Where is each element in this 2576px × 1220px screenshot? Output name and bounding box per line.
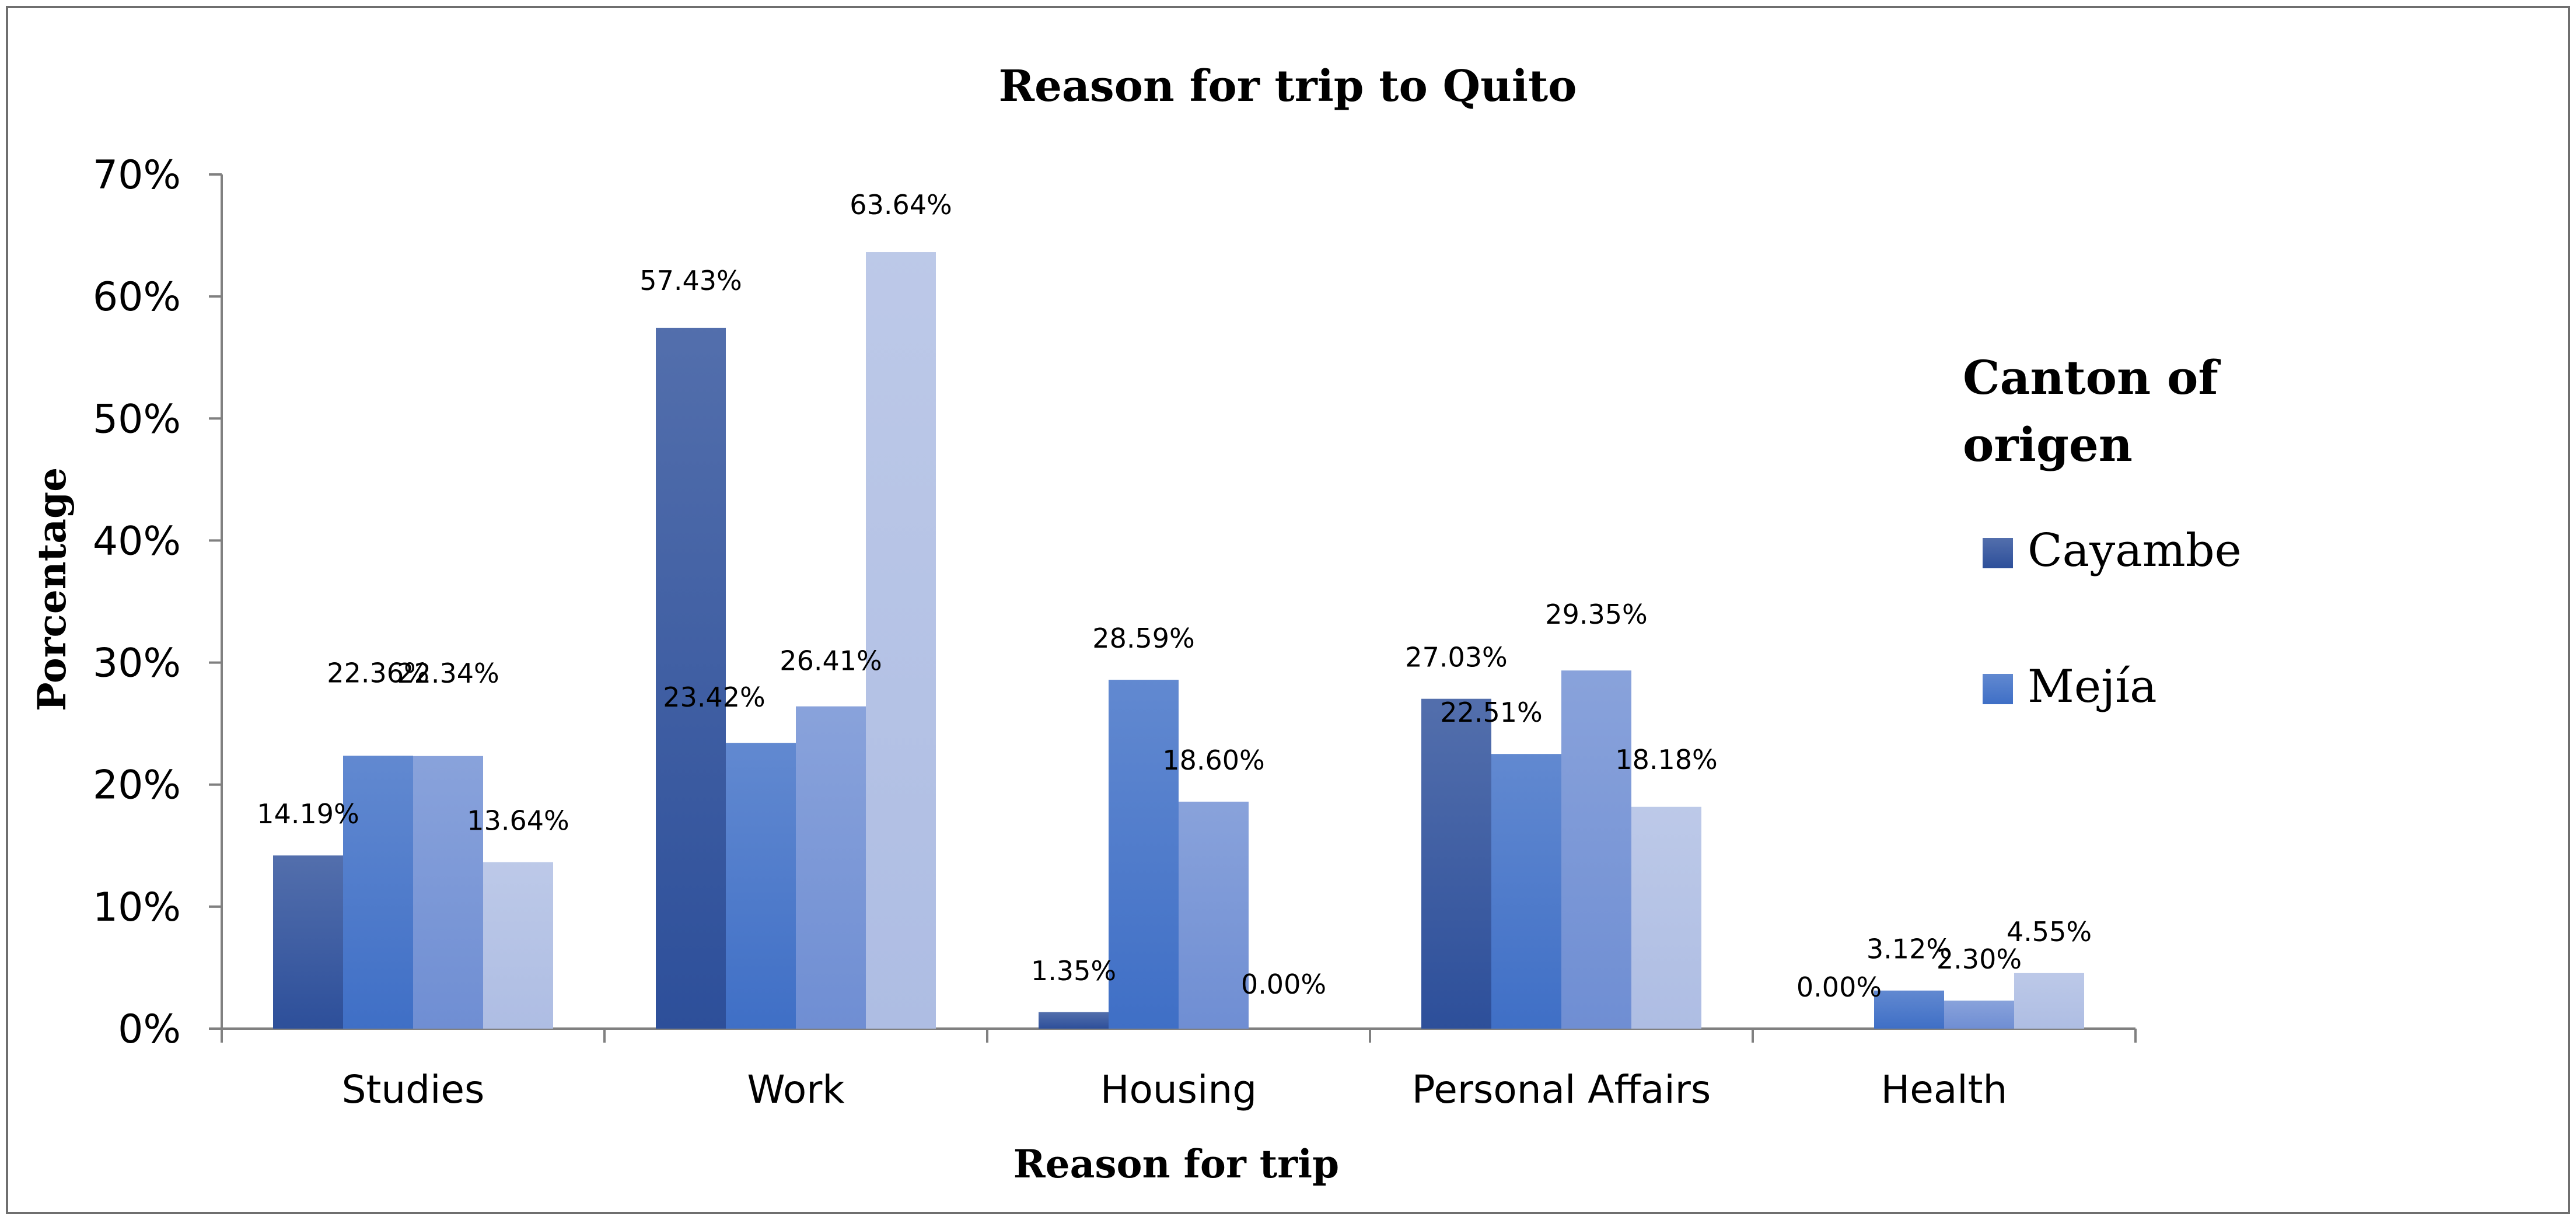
bars-group (273, 252, 2084, 1029)
legend-label: Mejía (2028, 660, 2157, 713)
x-axis: Studies Work Housing Personal Affairs Health (221, 1027, 2137, 1112)
data-label: 28.59% (1092, 623, 1194, 654)
y-axis: 0% 10% 20% 30% 40% 50% 60% 70% (93, 152, 223, 1053)
data-label: 22.51% (1440, 697, 1542, 728)
data-label: 29.35% (1545, 599, 1647, 630)
x-tick-label: Work (747, 1067, 845, 1112)
bar-studies-series-2 (343, 756, 413, 1029)
bar-work-series-1 (656, 327, 726, 1029)
data-label: 4.55% (2007, 916, 2092, 948)
y-tick-label: 10% (93, 885, 181, 931)
bar-health-series-3 (1944, 1000, 2014, 1029)
legend: Canton of origen Cayambe Mejía (1963, 350, 2242, 713)
bar-health-series-4 (2014, 973, 2084, 1029)
y-axis-title: Porcentage (29, 467, 75, 711)
legend-title: Canton of (1963, 350, 2221, 405)
data-label: 2.30% (1937, 943, 2022, 975)
y-tick-label: 20% (93, 763, 181, 809)
data-label: 18.60% (1162, 744, 1264, 776)
data-label: 63.64% (850, 189, 952, 221)
bar-studies-series-1 (273, 855, 343, 1029)
bar-personal-affairs-series-3 (1561, 670, 1631, 1029)
x-tick-label: Studies (342, 1067, 485, 1112)
y-tick-label: 70% (93, 152, 181, 198)
bar-work-series-4 (866, 252, 936, 1029)
bar-housing-series-2 (1109, 680, 1179, 1029)
bar-personal-affairs-series-1 (1421, 698, 1491, 1029)
data-label: 22.36% (327, 657, 429, 688)
data-label: 14.19% (257, 798, 359, 830)
y-tick-label: 30% (93, 641, 181, 687)
bar-work-series-3 (796, 706, 866, 1029)
chart-title: Reason for trip to Quito (998, 61, 1577, 111)
data-label: 57.43% (639, 265, 742, 296)
legend-swatch (1983, 674, 2013, 704)
bar-housing-series-3 (1179, 801, 1249, 1029)
x-tick-label: Personal Affairs (1412, 1067, 1711, 1112)
bar-housing-series-1 (1039, 1012, 1109, 1029)
bar-health-series-2 (1874, 990, 1944, 1029)
y-tick-label: 60% (93, 274, 181, 320)
y-tick-label: 0% (118, 1006, 181, 1053)
data-label: 3.12% (1867, 934, 1952, 965)
data-label: 1.35% (1031, 955, 1116, 987)
data-label: 13.64% (467, 805, 569, 837)
y-tick-label: 50% (93, 396, 181, 442)
legend-swatch (1983, 538, 2013, 568)
data-label: 22.34% (397, 658, 499, 689)
data-label: 26.41% (780, 645, 882, 677)
legend-title-line2: origen (1963, 417, 2133, 472)
legend-label: Cayambe (2028, 525, 2242, 577)
data-label: 18.18% (1615, 744, 1717, 775)
data-label: 23.42% (663, 681, 765, 713)
data-label: 27.03% (1405, 642, 1507, 673)
bar-studies-series-3 (413, 756, 483, 1029)
bar-studies-series-4 (483, 862, 553, 1029)
x-tick-label: Health (1881, 1067, 2008, 1112)
y-tick-label: 40% (93, 518, 181, 564)
bar-work-series-2 (726, 743, 796, 1029)
x-axis-title: Reason for trip (1013, 1141, 1339, 1187)
bar-personal-affairs-series-2 (1491, 754, 1561, 1029)
data-label: 0.00% (1796, 971, 1882, 1003)
x-tick-label: Housing (1100, 1067, 1257, 1112)
data-label: 0.00% (1241, 969, 1326, 1000)
data-labels-group: 14.19% 22.36%22.34% 13.64% 57.43% 23.42% 26.4… (257, 189, 2092, 1003)
bar-personal-affairs-series-4 (1631, 806, 1701, 1029)
